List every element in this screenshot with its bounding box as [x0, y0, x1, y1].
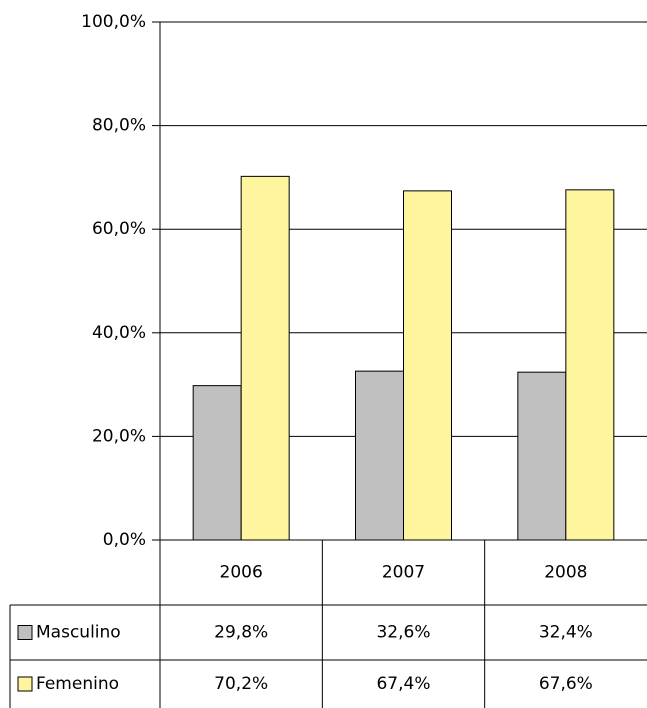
- bar: [565, 189, 615, 541]
- table-value: 29,8%: [214, 623, 268, 643]
- table-value: 32,4%: [539, 623, 593, 643]
- table-value: 70,2%: [214, 674, 268, 694]
- legend-label: Femenino: [36, 674, 119, 694]
- legend-swatch: [17, 676, 33, 692]
- table-value: 32,6%: [376, 623, 430, 643]
- table-value: 67,4%: [376, 674, 430, 694]
- y-tick-label: 40,0%: [92, 323, 146, 343]
- x-tick-label: 2007: [382, 563, 425, 583]
- y-tick-label: 0,0%: [103, 530, 146, 550]
- legend-swatch: [17, 625, 33, 640]
- table-value: 67,6%: [539, 674, 593, 694]
- bar: [355, 370, 404, 541]
- x-tick-label: 2008: [544, 563, 587, 583]
- bar: [240, 175, 290, 541]
- y-tick-label: 60,0%: [92, 219, 146, 239]
- y-tick-label: 20,0%: [92, 426, 146, 446]
- bar: [403, 190, 452, 541]
- x-tick-label: 2006: [220, 563, 263, 583]
- legend-label: Masculino: [36, 623, 121, 643]
- bar: [517, 371, 567, 541]
- bar: [192, 385, 242, 541]
- y-tick-label: 80,0%: [92, 116, 146, 136]
- y-tick-label: 100,0%: [81, 12, 146, 32]
